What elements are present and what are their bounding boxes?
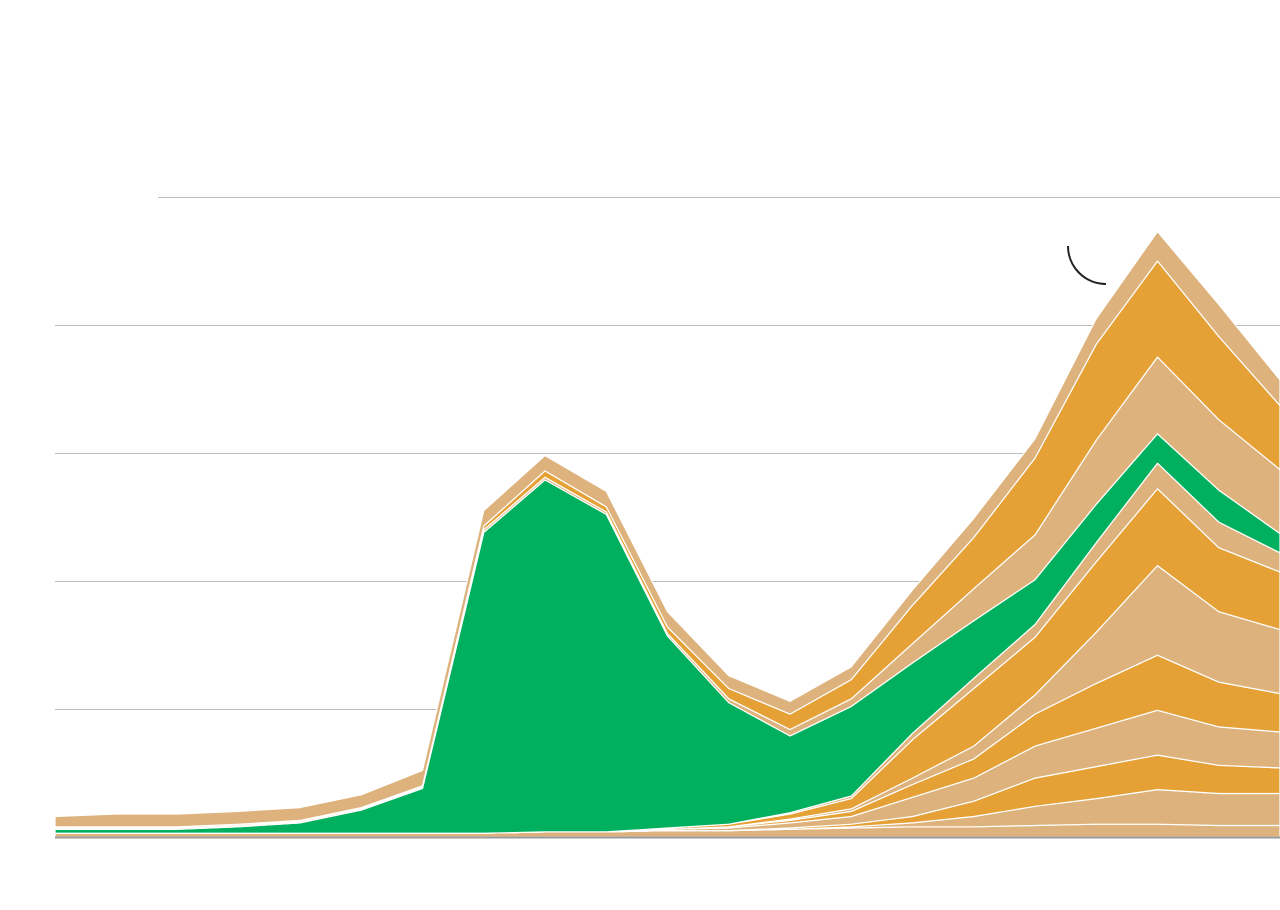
annotation-arc xyxy=(1067,245,1107,285)
area-series-11 xyxy=(54,231,1280,828)
area-series xyxy=(54,231,1280,838)
